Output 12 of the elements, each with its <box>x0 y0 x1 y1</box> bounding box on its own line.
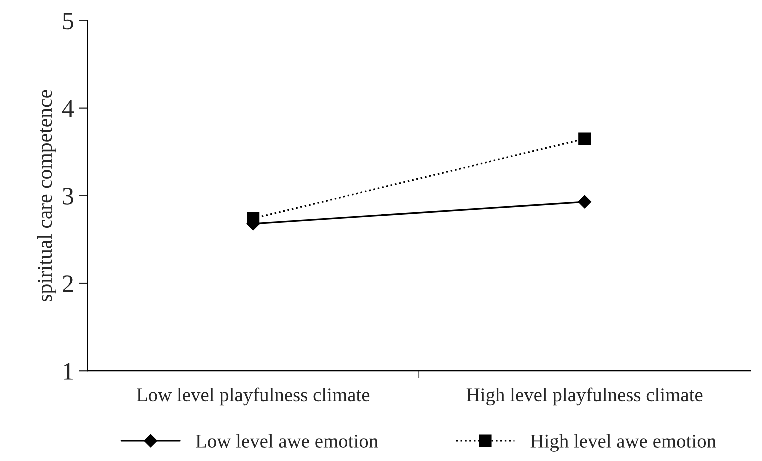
point <box>578 195 592 209</box>
y-tick-label: 4 <box>62 100 74 118</box>
x-tick-label: High level playfulness climate <box>466 388 703 406</box>
y-tick-label: 5 <box>63 13 74 30</box>
y-tick-label: 1 <box>64 363 73 380</box>
y-tick-label: 3 <box>63 188 74 205</box>
y-tick-label: 2 <box>63 276 74 292</box>
y-axis-title: spiritual care competence <box>37 90 56 302</box>
x-tick-label: Low level playfulness climate <box>137 388 370 406</box>
legend-label: Low level awe emotion <box>196 434 378 448</box>
legend-label: High level awe emotion <box>530 434 716 452</box>
point <box>578 132 592 146</box>
